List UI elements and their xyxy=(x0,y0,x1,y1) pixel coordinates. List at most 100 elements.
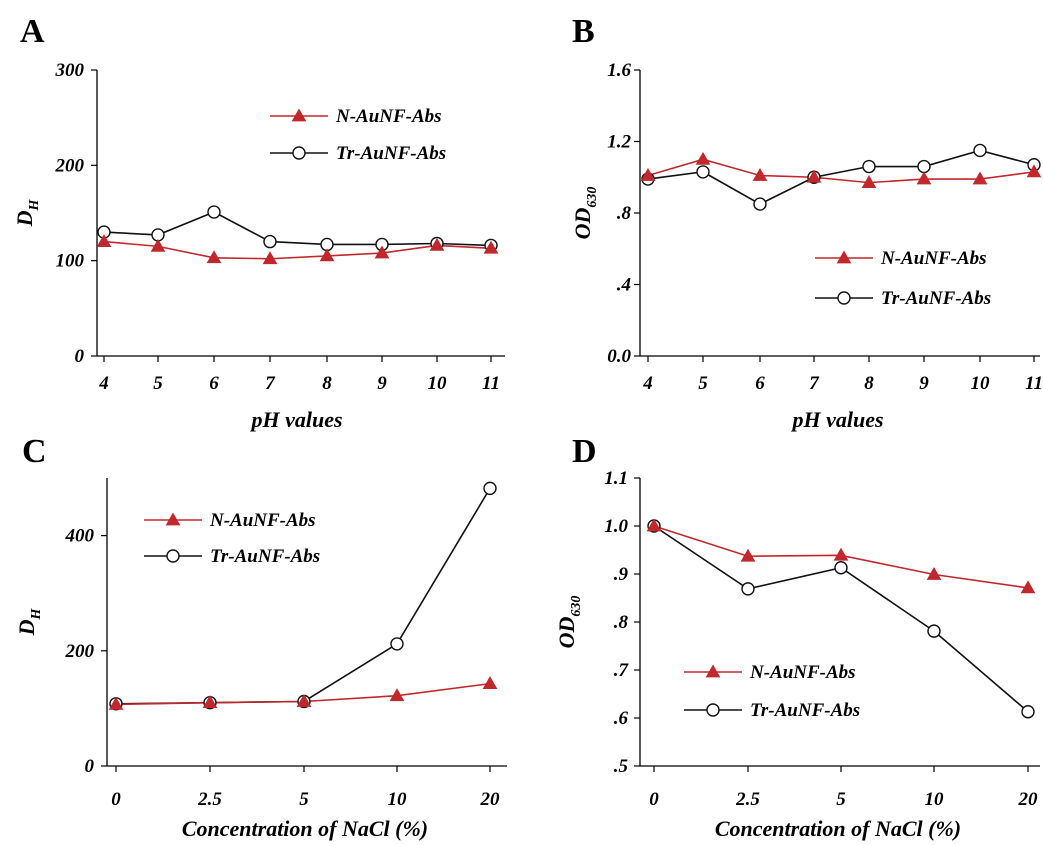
panel-letter-b: B xyxy=(572,13,595,50)
x-tick-label: 2.5 xyxy=(735,789,760,810)
x-tick-label: 2.5 xyxy=(197,789,222,810)
legend-label: Tr-AuNF-Abs xyxy=(881,288,991,309)
y-tick-label: .9 xyxy=(614,564,629,585)
y-tick-label: 0 xyxy=(75,346,85,367)
x-tick-label: 5 xyxy=(299,789,309,810)
legend: N-AuNF-Abs Tr-AuNF-Abs xyxy=(815,248,991,309)
data-point-n-aunf-abs xyxy=(806,169,822,183)
data-point-n-aunf-abs xyxy=(483,240,499,254)
y-tick-label: 1.6 xyxy=(607,60,631,81)
y-axis-title: OD630 xyxy=(554,596,584,649)
data-point-n-aunf-abs xyxy=(695,151,711,165)
y-tick-label: 0.0 xyxy=(607,346,631,367)
y-tick-label: 1.0 xyxy=(604,516,628,537)
x-tick-label: 5 xyxy=(153,373,163,394)
x-axis-title: pH values xyxy=(249,407,342,432)
x-tick-label: 11 xyxy=(482,373,500,394)
data-point-tr-aunf-abs xyxy=(753,197,767,211)
data-point-tr-aunf-abs xyxy=(834,561,848,575)
x-tick-label: 11 xyxy=(1025,373,1043,394)
x-tick-label: 5 xyxy=(698,373,708,394)
data-point-tr-aunf-abs xyxy=(741,582,755,596)
legend: N-AuNF-Abs Tr-AuNF-Abs xyxy=(684,662,860,721)
x-tick-label: 20 xyxy=(1018,789,1039,810)
series-line-tr-aunf-abs xyxy=(647,149,1035,205)
data-point-n-aunf-abs xyxy=(429,237,445,251)
y-tick-label: 1.2 xyxy=(607,132,631,153)
x-axis-title: pH values xyxy=(790,407,883,432)
chart-panel-b: 0.0 .4 .8 1.2 1.6 4 5 6 7 8 9 10 11 pH values OD630 N-A… xyxy=(570,60,1043,432)
data-point-n-aunf-abs xyxy=(646,518,662,532)
panel-letter-d: D xyxy=(572,433,597,470)
legend-marker xyxy=(165,512,181,526)
legend-label: N-AuNF-Abs xyxy=(749,662,856,683)
x-tick-label: 4 xyxy=(642,373,653,394)
y-tick-label: 1.1 xyxy=(604,468,628,489)
y-axis-title: DH xyxy=(12,199,42,228)
data-point-n-aunf-abs xyxy=(206,250,222,264)
y-axis-title: DH xyxy=(14,608,44,637)
legend-label: Tr-AuNF-Abs xyxy=(210,546,320,567)
y-tick-label: .5 xyxy=(614,756,629,777)
x-tick-label: 9 xyxy=(919,373,929,394)
data-point-n-aunf-abs xyxy=(1020,580,1036,594)
data-point-tr-aunf-abs xyxy=(1021,705,1035,719)
data-point-n-aunf-abs xyxy=(296,693,312,707)
chart-panel-c: 0 200 400 0 2.5 5 10 20 Concentration of NaCl (%… xyxy=(14,478,507,841)
x-tick-label: 9 xyxy=(377,373,387,394)
data-point-tr-aunf-abs xyxy=(390,637,404,651)
data-point-n-aunf-abs xyxy=(262,251,278,265)
legend-marker xyxy=(706,703,720,717)
legend-marker xyxy=(837,291,851,305)
y-tick-label: 300 xyxy=(55,60,85,81)
y-tick-label: .6 xyxy=(614,708,629,729)
series-line-n-aunf-abs xyxy=(647,158,1035,184)
legend-label: N-AuNF-Abs xyxy=(209,510,316,531)
data-point-tr-aunf-abs xyxy=(862,159,876,174)
y-tick-label: .4 xyxy=(617,275,631,296)
chart-panel-a: 0 100 200 300 4 5 6 7 8 9 10 11 pH values DH N-AuNF-Ab… xyxy=(12,60,505,432)
x-tick-label: 4 xyxy=(98,373,109,394)
x-tick-label: 6 xyxy=(755,373,765,394)
data-point-tr-aunf-abs xyxy=(207,205,221,219)
data-point-n-aunf-abs xyxy=(972,171,988,185)
data-point-tr-aunf-abs xyxy=(973,143,987,158)
legend-label: Tr-AuNF-Abs xyxy=(336,143,446,164)
data-point-tr-aunf-abs xyxy=(917,159,931,174)
data-point-n-aunf-abs xyxy=(202,695,218,709)
data-point-n-aunf-abs xyxy=(150,238,166,252)
data-point-n-aunf-abs xyxy=(833,547,849,561)
data-point-n-aunf-abs xyxy=(389,688,405,702)
data-point-n-aunf-abs xyxy=(96,234,112,247)
y-tick-label: 100 xyxy=(56,251,85,272)
data-point-tr-aunf-abs xyxy=(696,165,710,179)
x-tick-label: 10 xyxy=(925,789,945,810)
x-tick-label: 8 xyxy=(322,373,332,394)
y-tick-label: .8 xyxy=(617,203,632,224)
legend-marker xyxy=(292,146,306,160)
data-point-tr-aunf-abs xyxy=(483,481,497,496)
data-point-n-aunf-abs xyxy=(482,676,498,690)
data-point-n-aunf-abs xyxy=(319,248,335,262)
x-tick-label: 7 xyxy=(265,373,276,394)
panel-letter-c: C xyxy=(22,433,47,470)
legend-marker xyxy=(291,108,307,122)
panel-letter-a: A xyxy=(20,13,45,50)
data-point-tr-aunf-abs xyxy=(927,624,941,638)
legend: N-AuNF-Abs Tr-AuNF-Abs xyxy=(270,106,446,164)
x-tick-label: 20 xyxy=(480,789,501,810)
data-point-n-aunf-abs xyxy=(740,548,756,562)
y-tick-label: 200 xyxy=(65,641,95,662)
y-tick-label: .7 xyxy=(614,660,630,681)
x-tick-label: 10 xyxy=(428,373,448,394)
legend-label: N-AuNF-Abs xyxy=(880,248,987,269)
x-axis-title: Concentration of NaCl (%) xyxy=(715,816,961,841)
legend-marker xyxy=(705,664,721,678)
x-tick-label: 5 xyxy=(836,789,846,810)
data-point-n-aunf-abs xyxy=(640,167,656,181)
series-line-tr-aunf-abs xyxy=(103,211,492,247)
x-tick-label: 10 xyxy=(388,789,408,810)
legend-marker xyxy=(836,250,852,264)
x-tick-label: 0 xyxy=(111,789,121,810)
